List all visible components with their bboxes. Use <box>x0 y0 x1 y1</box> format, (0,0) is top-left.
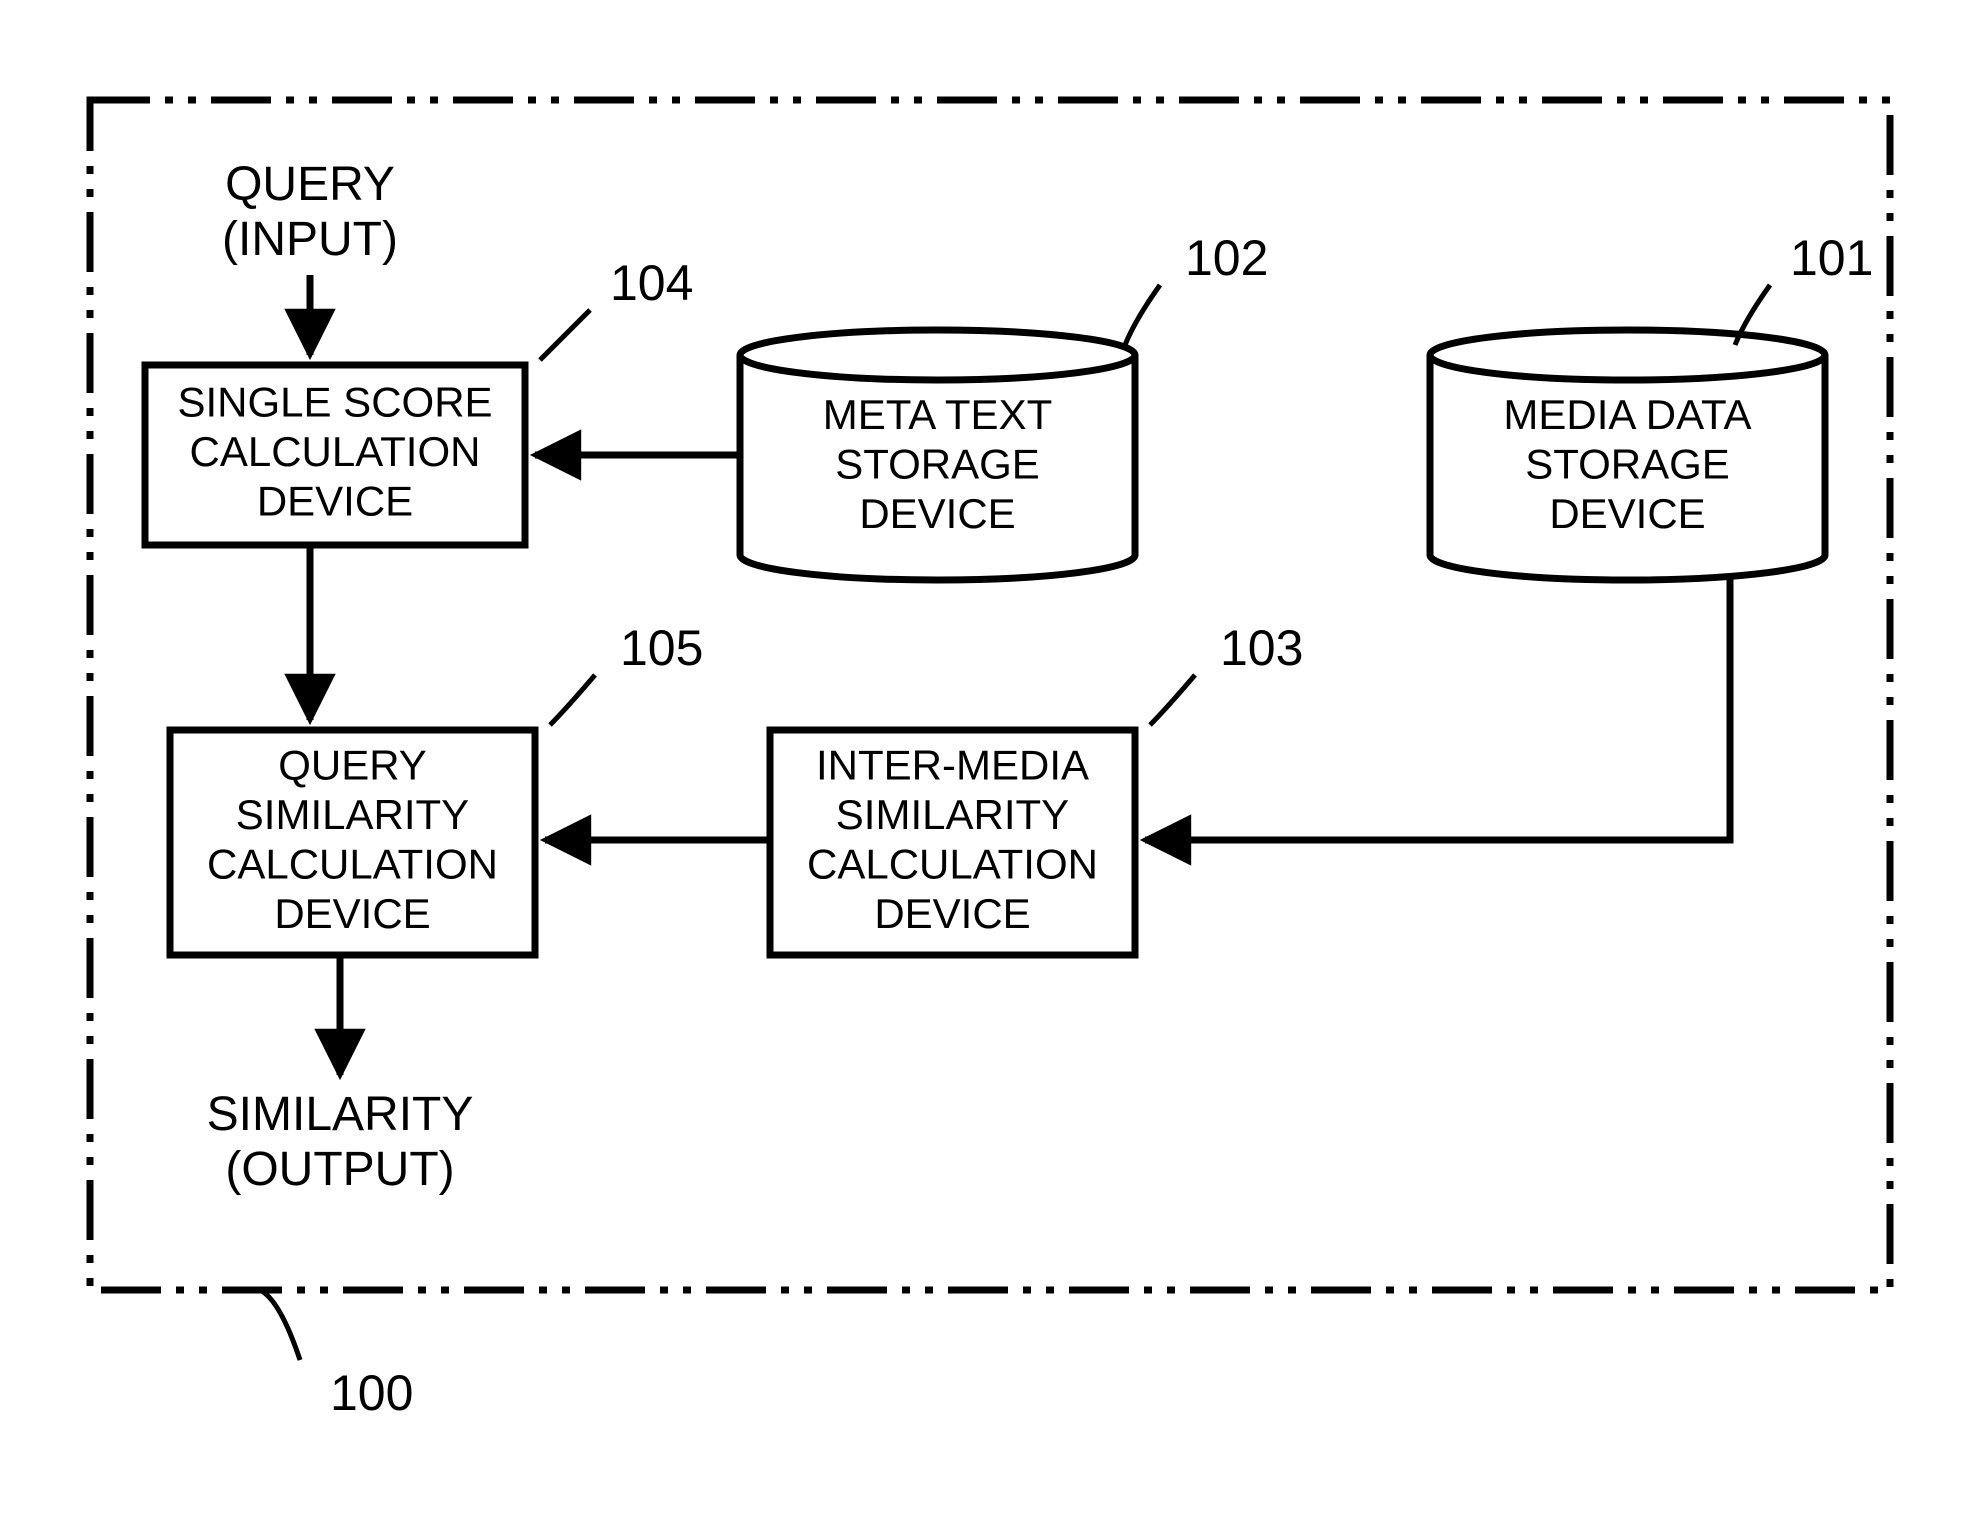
node-n102-line0: META TEXT <box>823 391 1052 438</box>
leader-104 <box>540 310 590 360</box>
leader-100 <box>260 1290 300 1360</box>
node-n103: INTER-MEDIASIMILARITYCALCULATIONDEVICE <box>770 730 1135 955</box>
ref-103: 103 <box>1220 620 1303 676</box>
node-n105-line3: DEVICE <box>274 890 430 937</box>
node-n104: SINGLE SCORECALCULATIONDEVICE <box>145 365 525 545</box>
node-n101-line2: DEVICE <box>1549 490 1705 537</box>
node-n101: MEDIA DATASTORAGEDEVICE <box>1430 330 1825 580</box>
node-n101-line1: STORAGE <box>1525 441 1730 488</box>
node-n105-line2: CALCULATION <box>207 840 498 887</box>
leader-102 <box>1125 285 1160 345</box>
output-label-1: SIMILARITY <box>207 1088 474 1141</box>
node-n105-line1: SIMILARITY <box>236 791 469 838</box>
ref-101: 101 <box>1790 230 1873 286</box>
node-n102-line2: DEVICE <box>859 490 1015 537</box>
node-n105: QUERYSIMILARITYCALCULATIONDEVICE <box>170 730 535 955</box>
leader-105 <box>550 675 595 725</box>
node-n103-line1: SIMILARITY <box>836 791 1069 838</box>
node-n104-line0: SINGLE SCORE <box>177 379 492 426</box>
edge-n101-n103 <box>1145 555 1730 840</box>
node-n103-line0: INTER-MEDIA <box>816 741 1089 788</box>
ref-100: 100 <box>330 1365 413 1421</box>
input-label-1: QUERY <box>225 158 395 211</box>
node-n104-line2: DEVICE <box>257 478 413 525</box>
node-n101-line0: MEDIA DATA <box>1503 391 1751 438</box>
input-label-2: (INPUT) <box>222 213 398 266</box>
node-n105-line0: QUERY <box>278 741 427 788</box>
node-n103-line2: CALCULATION <box>807 840 1098 887</box>
node-n102: META TEXTSTORAGEDEVICE <box>740 330 1135 580</box>
ref-105: 105 <box>620 620 703 676</box>
leader-103 <box>1150 675 1195 725</box>
ref-104: 104 <box>610 255 693 311</box>
output-label-2: (OUTPUT) <box>225 1143 454 1196</box>
node-n104-line1: CALCULATION <box>190 428 481 475</box>
node-n103-line3: DEVICE <box>874 890 1030 937</box>
ref-102: 102 <box>1185 230 1268 286</box>
node-n102-line1: STORAGE <box>835 441 1040 488</box>
